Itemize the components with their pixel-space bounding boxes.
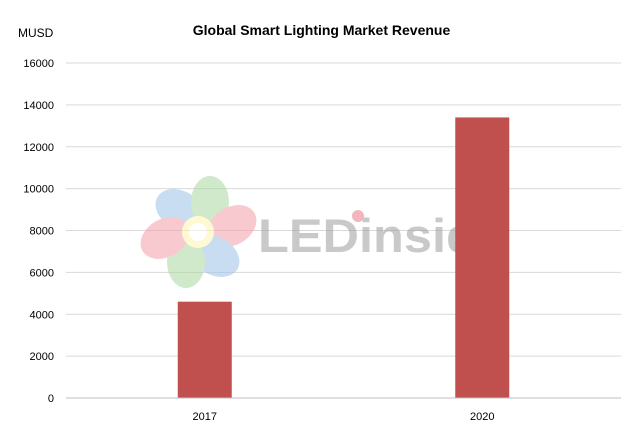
y-tick-label: 8000 <box>30 226 54 238</box>
ledinside-flower-logo-icon <box>140 176 257 288</box>
bars-layer <box>177 117 510 398</box>
y-tick-label: 4000 <box>30 309 54 321</box>
y-unit-label: MUSD <box>18 26 54 40</box>
y-tick-label: 16000 <box>23 58 54 70</box>
watermark-logo: LEDinside <box>140 176 505 288</box>
y-tick-label: 0 <box>48 393 54 405</box>
logo-dot <box>352 210 364 222</box>
y-tick-label: 14000 <box>23 100 54 112</box>
axis-layer: 0 2000 4000 6000 8000 10000 12000 14000 16000 201… <box>23 58 621 423</box>
bar-2017 <box>177 301 232 398</box>
x-tick-label: 2020 <box>470 411 494 423</box>
y-tick-label: 6000 <box>30 267 54 279</box>
bar-2020 <box>455 117 510 398</box>
y-tick-label: 2000 <box>30 351 54 363</box>
grid-layer <box>66 62 621 357</box>
y-tick-label: 12000 <box>23 142 54 154</box>
chart-title: Global Smart Lighting Market Revenue <box>192 22 451 38</box>
y-tick-label: 10000 <box>23 184 54 196</box>
x-tick-label: 2017 <box>193 411 217 423</box>
